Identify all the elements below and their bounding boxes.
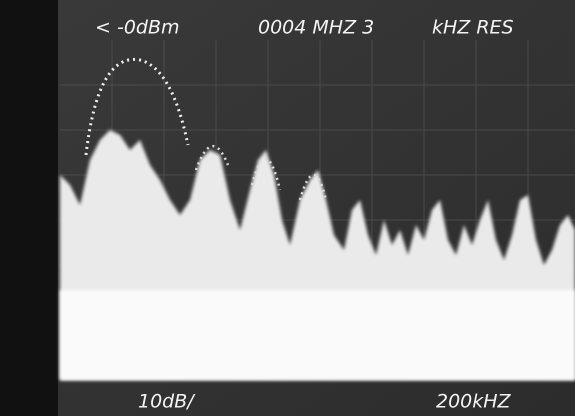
left-bezel: [0, 0, 58, 416]
vertical-scale: 10dB/: [138, 391, 196, 413]
side-lobes: [194, 144, 328, 201]
center-frequency: 0004 MHZ 3: [258, 17, 374, 39]
resolution-bandwidth: kHZ RES: [432, 17, 514, 39]
reference-level: < -0dBm: [95, 17, 180, 39]
noise-floor: [60, 290, 575, 380]
frequency-span: 200kHZ: [436, 391, 512, 413]
peak-trace: [84, 57, 190, 156]
